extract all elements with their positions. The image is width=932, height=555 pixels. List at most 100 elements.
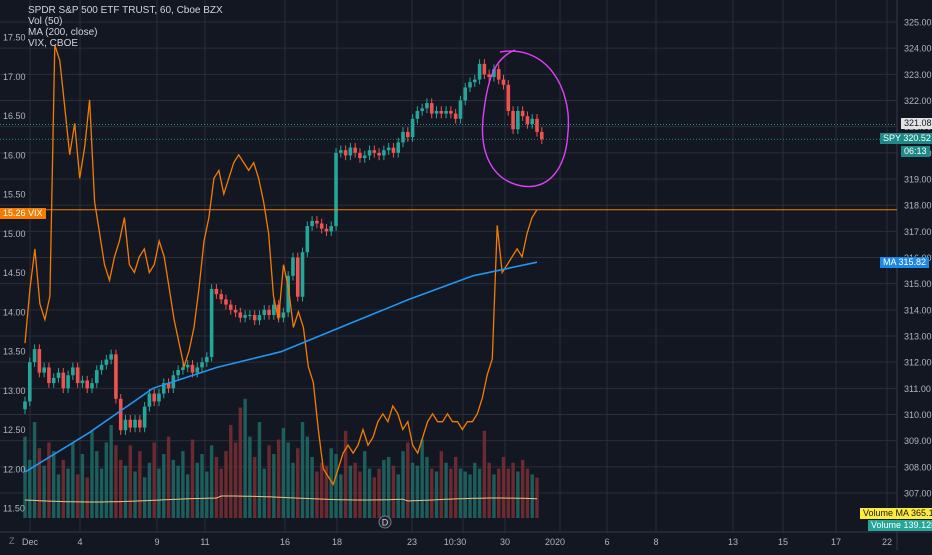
volume-bar <box>238 407 243 518</box>
volume-bar <box>243 398 247 518</box>
volume-bar <box>386 456 391 518</box>
volume-bar <box>181 451 185 518</box>
candle-body <box>157 393 161 402</box>
volume-bar <box>497 468 501 518</box>
candle-body <box>377 152 381 156</box>
volume-bar <box>492 474 496 518</box>
ma200-line <box>24 261 538 473</box>
vix-price-badge: 15.26 VIX <box>0 208 46 219</box>
spy-symbol-label: SPY <box>883 133 901 143</box>
volume-bar <box>138 451 142 518</box>
candle-body <box>367 150 372 156</box>
candle-body <box>434 110 439 114</box>
candle-body <box>243 315 247 318</box>
spy-countdown-badge: 06:13 <box>901 146 930 157</box>
volume-bar <box>157 468 161 518</box>
volume-bar <box>171 459 176 518</box>
volume-bar <box>363 451 367 518</box>
volume-bar <box>434 471 439 518</box>
volume-bar <box>166 436 171 518</box>
right-axis-tick-label: 325.00 <box>904 18 932 28</box>
left-axis-tick-label: 14.50 <box>3 268 26 278</box>
spy-countdown-value: 06:13 <box>904 146 927 156</box>
volume-bar <box>47 442 51 518</box>
volume-bar <box>449 468 453 518</box>
volume-bar <box>224 451 228 518</box>
candle-body <box>109 354 113 360</box>
candle-body <box>511 110 515 130</box>
candle-body <box>219 294 223 300</box>
candle-body <box>410 118 415 138</box>
right-axis-tick-label: 322.00 <box>904 96 932 106</box>
left-axis-scale-label[interactable]: Z <box>9 536 15 546</box>
volume-bar <box>372 477 377 518</box>
volume-bar <box>104 442 109 518</box>
volume-bar <box>348 465 353 518</box>
volume-bar <box>473 462 477 518</box>
left-axis-tick-label: 16.00 <box>3 150 26 160</box>
volume-bar <box>334 454 338 518</box>
volume-bar <box>52 451 56 518</box>
volume-bar <box>343 430 348 518</box>
ma-label: MA <box>883 257 897 267</box>
volume-bar <box>209 445 214 518</box>
candle-body <box>209 288 214 357</box>
volume-bar <box>128 445 132 518</box>
left-axis-tick-label: 13.50 <box>3 347 26 357</box>
volume-bar <box>415 465 420 518</box>
candle-body <box>185 364 190 368</box>
volume-bar <box>262 468 266 518</box>
candle-body <box>138 419 142 428</box>
dividend-marker-icon <box>378 515 392 529</box>
candle-body <box>391 147 396 153</box>
volume-ma-badge: Volume MA 365.175K <box>860 508 932 519</box>
candle-body <box>530 118 535 125</box>
left-axis-tick-label: 17.50 <box>3 33 26 43</box>
legend-symbol[interactable]: SPDR S&P 500 ETF TRUST, 60, Cboe BZX <box>28 5 223 16</box>
candle-body <box>281 312 286 318</box>
candle-body <box>118 398 123 431</box>
time-axis-tick-label: 23 <box>407 537 417 547</box>
legend-ma[interactable]: MA (200, close) <box>28 27 98 38</box>
volume-bar <box>520 459 525 518</box>
time-axis-tick-label: 22 <box>882 537 892 547</box>
volume-bar <box>382 459 386 518</box>
candle-body <box>27 362 32 402</box>
candle-body <box>487 74 491 77</box>
left-axis-tick-label: 17.00 <box>3 72 26 82</box>
candle-body <box>291 257 295 276</box>
candle-body <box>334 152 338 227</box>
candle-body <box>99 364 104 371</box>
candle-body <box>42 367 46 373</box>
volume-bar <box>152 442 156 518</box>
volume-bar <box>56 474 61 518</box>
candle-body <box>358 152 362 159</box>
ma-value: 315.82 <box>898 257 927 267</box>
time-axis-tick-label: 15 <box>778 537 788 547</box>
ma-badge: MA 315.82 <box>880 257 930 268</box>
legend-vix[interactable]: VIX, CBOE <box>28 38 79 49</box>
candle-body <box>305 226 310 253</box>
right-axis-tick-label: 323.00 <box>904 70 932 80</box>
candle-body <box>458 100 463 119</box>
volume-bar <box>463 471 467 518</box>
volume-bar <box>142 477 147 518</box>
time-axis-tick-label: 17 <box>831 537 841 547</box>
candle-body <box>353 147 357 153</box>
legend-volume[interactable]: Vol (50) <box>28 16 63 27</box>
dividend-marker-label: D <box>382 518 389 528</box>
volume-bar <box>109 424 113 518</box>
candle-body <box>23 401 27 410</box>
candle-body <box>362 155 367 159</box>
candle-body <box>94 370 99 384</box>
candle-body <box>472 79 477 83</box>
volume-ma-line <box>24 495 538 503</box>
left-axis-tick-label: 14.00 <box>3 307 26 317</box>
candle-body <box>190 364 195 373</box>
right-axis-tick-label: 313.00 <box>904 332 932 342</box>
time-axis-tick-label: 16 <box>280 537 290 547</box>
candle-body <box>142 406 147 428</box>
volume-bar <box>300 422 305 518</box>
